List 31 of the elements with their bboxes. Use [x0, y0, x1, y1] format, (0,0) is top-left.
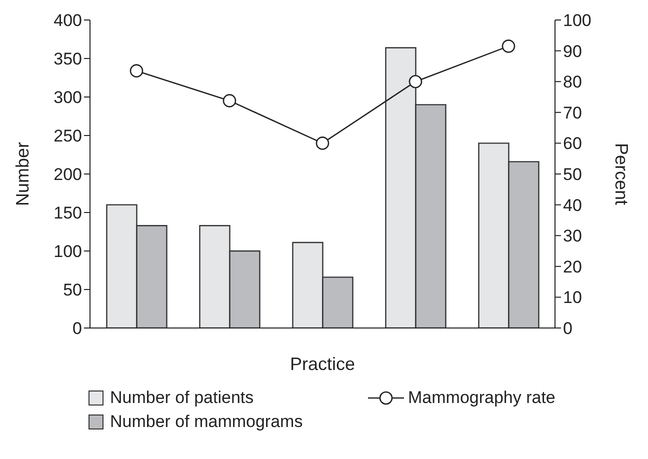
- y2-axis-title: Percent: [612, 142, 632, 206]
- point: [222, 94, 236, 108]
- y-tick-label: 300: [54, 88, 82, 108]
- y-tick-label: 100: [54, 242, 82, 262]
- y-tick-label: 250: [54, 126, 82, 146]
- point: [502, 40, 516, 53]
- legend-label: Number of mammograms: [110, 412, 303, 432]
- y-tick-label: 350: [54, 50, 82, 69]
- y2-tick-label: 50: [563, 165, 582, 184]
- y2-tick-label: 0: [563, 319, 572, 338]
- legend-label: Mammography rate: [408, 388, 556, 408]
- y2-tick-label: 40: [563, 196, 582, 215]
- legend-label: Number of patients: [110, 388, 254, 408]
- x-axis-title: Practice: [290, 354, 356, 374]
- y-axis-title: Number: [12, 142, 32, 206]
- y-tick-label: 200: [54, 165, 82, 184]
- y2-tick-label: 60: [563, 134, 582, 154]
- y2-tick-label: 30: [563, 226, 582, 246]
- y2-tick-label: 20: [563, 257, 582, 276]
- point: [130, 64, 144, 78]
- y2-tick-label: 90: [563, 42, 582, 61]
- y2-tick-label: 80: [563, 72, 582, 92]
- y2-tick-label: 100: [563, 11, 592, 30]
- y2-tick-label: 70: [563, 103, 582, 122]
- point: [316, 136, 330, 150]
- y-tick-label: 50: [63, 280, 82, 300]
- y-tick-label: 400: [54, 11, 82, 30]
- y-tick-label: 0: [72, 319, 82, 338]
- point: [408, 74, 422, 88]
- y-tick-label: 150: [54, 204, 82, 223]
- y2-tick-label: 10: [563, 288, 582, 308]
